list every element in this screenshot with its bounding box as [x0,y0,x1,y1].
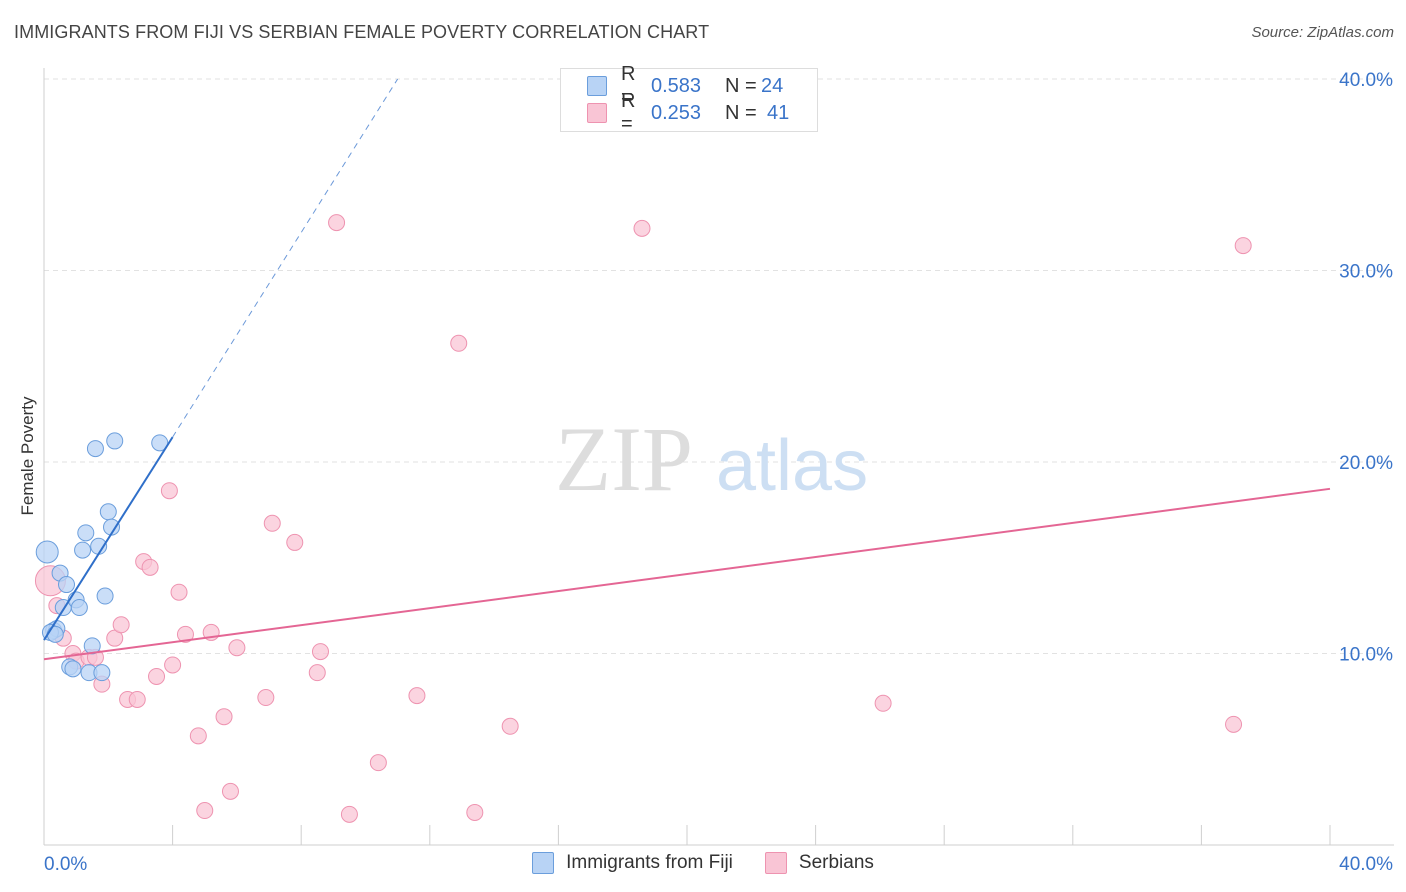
data-point-fiji [64,660,82,678]
data-point-fiji [99,503,117,521]
data-point-serbians [221,782,239,800]
data-point-fiji [70,599,88,617]
watermark-zip: ZIP [555,408,693,510]
legend-n-label: N = [725,74,757,97]
data-point-serbians [196,802,214,820]
data-point-serbians [328,214,346,232]
data-point-serbians [466,803,484,821]
x-tick-label: 40.0% [1339,854,1393,875]
data-point-serbians [1225,715,1243,733]
data-point-serbians [160,482,178,500]
y-tick-label: 30.0% [1339,262,1393,283]
data-point-serbians [340,805,358,823]
data-point-serbians [215,708,233,726]
data-point-serbians [286,533,304,551]
data-point-serbians [311,643,329,661]
legend-r-value: 0.583 [651,74,702,97]
data-point-serbians [450,334,468,352]
legend-label-fiji: Immigrants from Fiji [566,852,733,873]
legend-n-value: 41 [767,101,790,124]
chart-title: IMMIGRANTS FROM FIJI VS SERBIAN FEMALE P… [14,22,710,42]
data-point-serbians [633,219,651,237]
data-point-fiji [74,541,92,559]
trendline-fiji-extension [172,78,399,438]
legend-row-fiji: R = 0.583 N = 24 [587,63,784,108]
data-point-serbians [189,727,207,745]
data-point-serbians [176,625,194,643]
legend-r-value: 0.253 [651,101,702,124]
data-point-serbians [1234,237,1252,255]
y-axis-label: Female Poverty [18,396,37,516]
data-point-fiji [77,524,95,542]
data-point-serbians [263,514,281,532]
legend-label-serbians: Serbians [798,852,874,873]
trendline-fiji [43,436,174,641]
data-point-serbians [501,717,519,735]
data-point-serbians [112,616,130,634]
y-tick-label: 20.0% [1339,453,1393,474]
data-point-serbians [408,687,426,705]
legend-n-label: N = [725,101,757,124]
legend-n-value: 24 [761,74,784,97]
data-point-serbians [874,694,892,712]
data-point-fiji [86,440,104,458]
data-point-fiji [106,432,124,450]
legend-item-fiji: Immigrants from Fiji [532,852,733,874]
data-point-fiji [35,540,59,564]
data-point-serbians [164,656,182,674]
legend-item-serbians: Serbians [764,852,874,874]
legend-swatch-serbians [587,103,607,123]
y-tick-label: 10.0% [1339,645,1393,666]
watermark-atlas: atlas [716,426,868,506]
data-point-serbians [369,754,387,772]
data-point-serbians [308,664,326,682]
data-point-fiji [96,587,114,605]
data-point-serbians [148,667,166,685]
legend-r-label: R = [621,90,636,135]
data-point-fiji [151,434,169,452]
data-point-fiji [93,664,111,682]
legend-swatch-fiji [587,76,607,96]
source-credit: Source: ZipAtlas.com [1251,24,1394,41]
trendline-serbians [43,487,1331,661]
legend-row-serbians: R = 0.253 N = 41 [587,90,790,135]
legend-r-label: R = [621,63,636,108]
data-point-serbians [228,639,246,657]
data-point-serbians [128,690,146,708]
data-point-fiji [58,576,76,594]
x-tick-label: 0.0% [44,854,87,875]
legend-swatch-serbians [764,852,787,874]
data-point-serbians [141,558,159,576]
correlation-legend: R = 0.583 N = 24 R = 0.253 N = 41 [560,63,818,135]
legend-swatch-fiji [532,852,555,874]
y-tick-label: 40.0% [1339,70,1393,91]
data-point-serbians [257,689,275,707]
data-point-fiji [46,625,64,643]
series-legend: Immigrants from Fiji Serbians [0,852,1406,874]
data-point-serbians [170,583,188,601]
